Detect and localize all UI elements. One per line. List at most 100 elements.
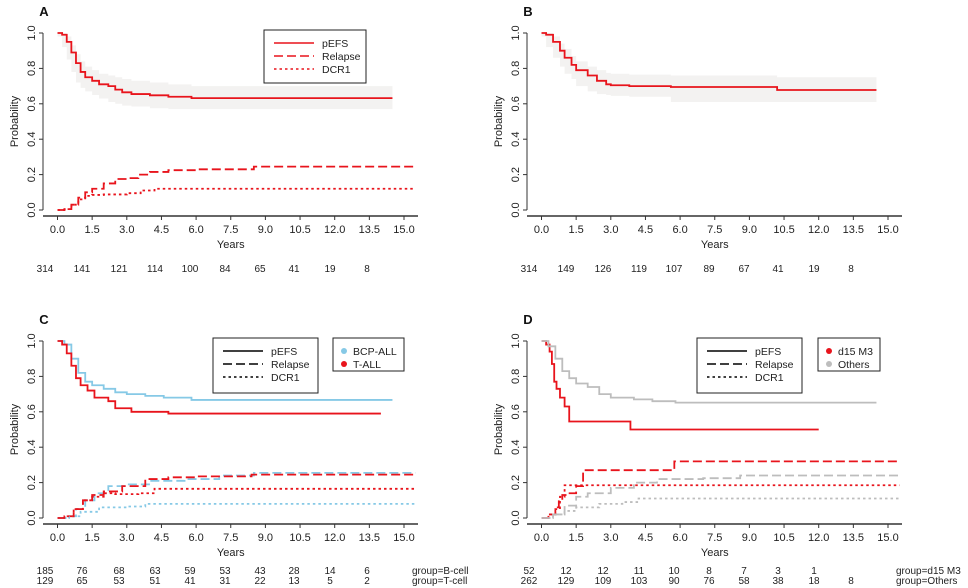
x-tick-label: 7.5 [223, 224, 238, 236]
x-tick-label: 10.5 [773, 224, 794, 236]
risk-count: 89 [703, 264, 715, 275]
risk-count: 10 [668, 566, 680, 577]
x-tick-label: 4.5 [638, 532, 653, 544]
x-tick-label: 13.5 [359, 224, 380, 236]
confidence-band [57, 33, 393, 110]
y-tick-label: 0.0 [510, 202, 522, 217]
y-tick-label: 0.2 [26, 475, 38, 490]
risk-count: 12 [560, 566, 572, 577]
x-tick-label: 0.0 [50, 224, 65, 236]
panel-b: B 0.0 0.2 0.4 0.6 0.8 1.0 0.0 1.5 3.0 4.5 6.0 7.5 9.0… [493, 4, 902, 275]
risk-group-label: group=B-cell [412, 566, 468, 577]
risk-count: 314 [521, 264, 538, 275]
y-axis-label: Probability [493, 95, 505, 147]
risk-count: 8 [364, 264, 370, 275]
risk-count: 53 [219, 566, 231, 577]
x-tick-label: 4.5 [154, 224, 169, 236]
legend-label: pEFS [755, 346, 781, 358]
panel-d: D 0.0 0.2 0.4 0.6 0.8 1.0 0.0 1.5 3.0 4.5 6.0 7.5 9.0… [493, 312, 961, 587]
y-axis-label: Probability [9, 95, 21, 147]
y-tick-label: 0.6 [26, 404, 38, 419]
x-tick-label: 1.5 [569, 224, 584, 236]
x-tick-label: 10.5 [289, 532, 310, 544]
risk-count: 6 [364, 566, 370, 577]
risk-count: 28 [288, 566, 300, 577]
risk-count: 129 [37, 576, 54, 587]
x-tick-label: 4.5 [638, 224, 653, 236]
risk-count: 8 [848, 576, 854, 587]
series-dcr1-t-all [57, 487, 416, 519]
series-relapse-t-all [57, 473, 416, 519]
series-dcr1-d15-m3 [541, 484, 900, 519]
risk-count: 65 [76, 576, 88, 587]
x-tick-label: 15.0 [877, 532, 898, 544]
risk-count: 22 [254, 576, 266, 587]
panel-label: A [39, 4, 49, 19]
series-dcr1-others [541, 497, 900, 519]
risk-count: 121 [111, 264, 128, 275]
risk-count: 12 [597, 566, 609, 577]
risk-count: 1 [811, 566, 817, 577]
panel-label: B [523, 4, 532, 19]
risk-count: 103 [631, 576, 648, 587]
risk-count: 31 [219, 576, 231, 587]
group-legend-label: BCP-ALL [353, 346, 397, 358]
risk-group-label: group=d15 M3 [896, 566, 961, 577]
x-tick-label: 9.0 [742, 224, 757, 236]
risk-count: 7 [741, 566, 747, 577]
legend-dot-bcp-all [341, 348, 347, 354]
x-tick-label: 10.5 [289, 224, 310, 236]
x-axis-label: Years [217, 547, 245, 559]
y-tick-label: 0.0 [26, 202, 38, 217]
legend-label: pEFS [322, 38, 348, 50]
risk-count: 14 [324, 566, 336, 577]
panel-label: C [39, 312, 49, 327]
legend-box [696, 337, 803, 394]
x-tick-label: 0.0 [50, 532, 65, 544]
x-tick-label: 3.0 [603, 532, 618, 544]
group-legend-label: d15 M3 [838, 346, 873, 358]
y-tick-label: 0.8 [26, 61, 38, 76]
x-tick-label: 13.5 [843, 532, 864, 544]
x-tick-label: 4.5 [154, 532, 169, 544]
risk-count: 8 [848, 264, 854, 275]
x-tick-label: 3.0 [603, 224, 618, 236]
y-tick-label: 1.0 [510, 333, 522, 348]
series-pefs-t-all [57, 340, 381, 415]
y-tick-label: 0.0 [510, 510, 522, 525]
series-dcr1-all [57, 187, 416, 211]
y-tick-label: 0.6 [26, 96, 38, 111]
risk-count: 107 [666, 264, 683, 275]
x-axis-label: Years [217, 239, 245, 251]
risk-count: 84 [219, 264, 231, 275]
panel-label: D [523, 312, 532, 327]
risk-count: 13 [288, 576, 300, 587]
x-tick-label: 3.0 [119, 532, 134, 544]
confidence-band [541, 33, 877, 103]
y-tick-label: 0.2 [510, 167, 522, 182]
risk-count: 58 [738, 576, 750, 587]
x-tick-label: 15.0 [393, 532, 414, 544]
risk-count: 109 [595, 576, 612, 587]
risk-count: 19 [324, 264, 336, 275]
legend-dot-d15-m3 [826, 348, 832, 354]
y-tick-label: 0.4 [26, 132, 38, 147]
x-tick-label: 7.5 [707, 532, 722, 544]
y-tick-label: 0.6 [510, 96, 522, 111]
group-legend-label: T-ALL [353, 359, 381, 371]
x-tick-label: 7.5 [707, 224, 722, 236]
x-tick-label: 10.5 [773, 532, 794, 544]
x-tick-label: 7.5 [223, 532, 238, 544]
x-tick-label: 9.0 [742, 532, 757, 544]
risk-count: 126 [595, 264, 612, 275]
x-tick-label: 12.0 [324, 224, 345, 236]
x-tick-label: 9.0 [258, 532, 273, 544]
series-dcr1-bcp-all [57, 502, 416, 519]
x-tick-label: 6.0 [672, 224, 687, 236]
x-tick-label: 12.0 [324, 532, 345, 544]
risk-count: 19 [808, 264, 820, 275]
x-tick-label: 9.0 [258, 224, 273, 236]
risk-count: 41 [288, 264, 300, 275]
risk-count: 114 [147, 264, 163, 275]
y-tick-label: 0.2 [26, 167, 38, 182]
